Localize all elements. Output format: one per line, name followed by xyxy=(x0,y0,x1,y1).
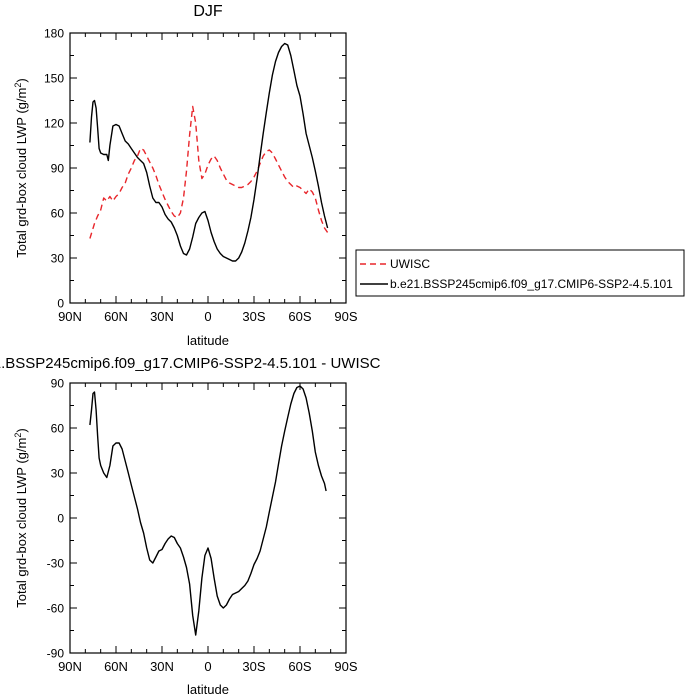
top-chart-ytick-label: 120 xyxy=(44,117,64,131)
top-chart-ylabel-superscript: 2 xyxy=(13,83,23,88)
bottom-chart-title: b.e21.BSSP245cmip6.f09_g17.CMIP6-SSP2-4.… xyxy=(0,355,381,372)
bottom-chart-x-ticks: 90N 60N 30N 0 30S 60S 90S xyxy=(58,383,358,674)
top-chart-ytick-label: 60 xyxy=(51,207,65,221)
bottom-chart-xtick-label: 30S xyxy=(242,659,265,674)
top-chart-xtick-label: 30S xyxy=(242,309,265,324)
bottom-chart-ylabel-text: Total grd-box cloud LWP (g/m xyxy=(14,438,29,608)
top-chart-xtick-label: 60N xyxy=(104,309,128,324)
bottom-chart-lines xyxy=(89,385,327,636)
legend-label-model: b.e21.BSSP245cmip6.f09_g17.CMIP6-SSP2-4.… xyxy=(390,277,673,291)
bottom-chart-ytick-label: 0 xyxy=(57,512,64,526)
bottom-chart-frame xyxy=(69,382,347,654)
legend: UWISC b.e21.BSSP245cmip6.f09_g17.CMIP6-S… xyxy=(355,249,685,297)
legend-label-uwisc: UWISC xyxy=(390,257,430,271)
top-chart-y-ticks: 0 30 60 90 120 150 180 xyxy=(44,27,346,311)
bottom-chart-xtick-label: 90S xyxy=(334,659,357,674)
bottom-chart-ytick-label: -90 xyxy=(47,647,65,661)
bottom-chart-xtick-label: 60S xyxy=(288,659,311,674)
top-chart-xtick-label: 90S xyxy=(334,309,357,324)
bottom-chart-ytick-label: -60 xyxy=(47,602,65,616)
top-chart-lines xyxy=(89,42,329,262)
top-chart-x-ticks: 90N 60N 30N 0 30S 60S 90S xyxy=(58,33,358,324)
bottom-chart-ytick-label: 60 xyxy=(51,422,65,436)
svg-text:Total grd-box cloud LWP (g/m2): Total grd-box cloud LWP (g/m2) xyxy=(13,78,29,257)
top-chart-xtick-label: 30N xyxy=(150,309,174,324)
top-chart-ytick-label: 0 xyxy=(57,297,64,311)
top-chart-series-line-0 xyxy=(89,105,329,239)
top-chart-ytick-label: 150 xyxy=(44,72,64,86)
top-chart-title: DJF xyxy=(193,3,223,20)
top-chart-ytick-label: 30 xyxy=(51,252,65,266)
bottom-chart-ylabel: Total grd-box cloud LWP (g/m2) xyxy=(13,428,29,607)
bottom-chart-y-ticks: -90 -60 -30 0 30 60 90 xyxy=(47,377,346,661)
bottom-chart-xtick-label: 0 xyxy=(204,659,211,674)
top-chart-xtick-label: 60S xyxy=(288,309,311,324)
top-chart-frame xyxy=(69,32,347,304)
top-chart-ylabel: Total grd-box cloud LWP (g/m2) xyxy=(13,78,29,257)
bottom-chart-xtick-label: 90N xyxy=(58,659,82,674)
top-chart-xtick-label: 0 xyxy=(204,309,211,324)
bottom-chart-series-line-0 xyxy=(89,385,327,636)
bottom-chart-ylabel-suffix: ) xyxy=(14,428,29,432)
top-chart-ylabel-text: Total grd-box cloud LWP (g/m xyxy=(14,88,29,258)
bottom-chart-ytick-label: -30 xyxy=(47,557,65,571)
top-chart-xtick-label: 90N xyxy=(58,309,82,324)
legend-box xyxy=(355,249,685,297)
bottom-chart-xtick-label: 30N xyxy=(150,659,174,674)
top-chart-ytick-label: 90 xyxy=(51,162,65,176)
bottom-chart-ytick-label: 90 xyxy=(51,377,65,391)
top-chart-series-line-1 xyxy=(89,42,329,262)
bottom-chart: b.e21.BSSP245cmip6.f09_g17.CMIP6-SSP2-4.… xyxy=(0,355,381,697)
bottom-chart-xtick-label: 60N xyxy=(104,659,128,674)
top-chart: DJF Total grd-box cloud LWP (g/m2) latit… xyxy=(13,3,358,348)
bottom-chart-xlabel: latitude xyxy=(187,682,229,697)
top-chart-xlabel: latitude xyxy=(187,333,229,348)
bottom-chart-ytick-label: 30 xyxy=(51,467,65,481)
top-chart-ytick-label: 180 xyxy=(44,27,64,41)
bottom-chart-ylabel-superscript: 2 xyxy=(13,433,23,438)
top-chart-ylabel-suffix: ) xyxy=(14,78,29,82)
svg-text:Total grd-box cloud LWP (g/m2): Total grd-box cloud LWP (g/m2) xyxy=(13,428,29,607)
